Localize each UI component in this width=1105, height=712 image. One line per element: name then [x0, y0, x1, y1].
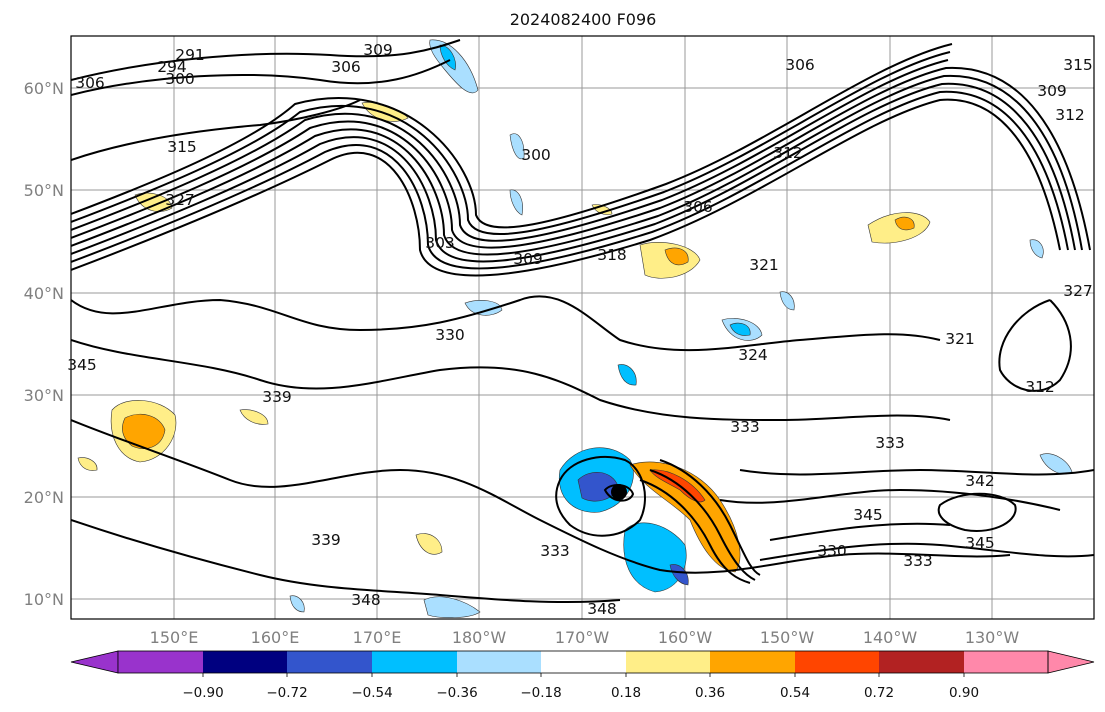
colorbar-arrow-left: [70, 650, 119, 674]
contour-label: 324: [738, 346, 768, 364]
contour-label: 348: [351, 591, 381, 609]
lon-label: 140°W: [863, 628, 918, 647]
contour-label: 312: [1025, 378, 1055, 396]
colorbar-tick-label: −0.90: [182, 685, 223, 701]
colorbar-tick-label: 0.36: [695, 685, 725, 701]
colorbar-tick-label: −0.72: [266, 685, 307, 701]
lon-label: 150°W: [760, 628, 815, 647]
lat-label: 40°N: [24, 284, 64, 303]
lat-label: 10°N: [24, 590, 64, 609]
map-title: 2024082400 F096: [510, 10, 657, 29]
contour-label: 309: [363, 41, 393, 59]
colorbar-segment: [541, 651, 626, 673]
contour-label: 339: [311, 531, 341, 549]
colorbar-tick-label: −0.36: [436, 685, 477, 701]
contour-label: 321: [945, 330, 975, 348]
contour-label: 303: [425, 234, 455, 252]
shaded-anomalies: [77, 39, 1073, 618]
contour-label: 306: [331, 58, 361, 76]
contour-label: 315: [1063, 56, 1093, 74]
lon-label: 180°W: [452, 628, 507, 647]
contour-label: 333: [730, 418, 760, 436]
contour-label: 333: [540, 542, 570, 560]
lon-label: 150°E: [150, 628, 199, 647]
colorbar-segment: [964, 651, 1048, 673]
contour-label: 318: [597, 246, 627, 264]
contour-label: 309: [513, 250, 543, 268]
contour-label: 330: [435, 326, 465, 344]
contour-label: 321: [749, 256, 779, 274]
colorbar-tick-label: 0.18: [611, 685, 641, 701]
contour-label: 327: [1063, 282, 1093, 300]
colorbar-arrow-right: [1047, 650, 1095, 674]
colorbar-tick-label: −0.54: [351, 685, 392, 701]
lon-label: 170°W: [555, 628, 610, 647]
map-border: [70, 35, 1095, 620]
colorbar-segment: [287, 651, 372, 673]
colorbar-segment: [203, 651, 287, 673]
contour-label: 333: [903, 552, 933, 570]
colorbar-tick-label: 0.72: [864, 685, 894, 701]
colorbar-segment: [710, 651, 795, 673]
contour-label: 345: [965, 534, 995, 552]
contour-label: 312: [773, 144, 803, 162]
contour-label: 294: [157, 58, 187, 76]
lon-label: 160°W: [658, 628, 713, 647]
contour-label: 315: [167, 138, 197, 156]
colorbar-segment: [626, 651, 710, 673]
contour-label: 300: [521, 146, 551, 164]
contour-label: 348: [587, 600, 617, 618]
colorbar-segment: [879, 651, 964, 673]
colorbar-segment: [795, 651, 879, 673]
contour-label: 339: [262, 388, 292, 406]
colorbar-segment: [118, 651, 203, 673]
lat-label: 60°N: [24, 79, 64, 98]
contour-label: 306: [683, 198, 713, 216]
storm-center: [611, 484, 627, 500]
contour-label: 330: [817, 542, 847, 560]
contour-labels: 291 294 300 309 306 306 315 327 303 309 …: [67, 41, 1093, 618]
longitude-labels: 150°E 160°E 170°E 180°W 170°W 160°W 150°…: [150, 628, 1020, 647]
lat-label: 50°N: [24, 181, 64, 200]
colorbar-segment: [457, 651, 541, 673]
lon-label: 130°W: [965, 628, 1020, 647]
lat-label: 20°N: [24, 488, 64, 507]
latitude-labels: 60°N 50°N 40°N 30°N 20°N 10°N: [24, 79, 64, 609]
contour-lines: [71, 39, 1094, 604]
contour-label: 306: [75, 74, 105, 92]
lon-label: 160°E: [251, 628, 300, 647]
contour-label: 291: [175, 46, 205, 64]
colorbar-border: [117, 650, 1049, 674]
contour-label: 327: [165, 191, 195, 209]
contour-label: 345: [67, 356, 97, 374]
contour-label: 300: [165, 70, 195, 88]
contour-label: 306: [785, 56, 815, 74]
contour-label: 312: [1055, 106, 1085, 124]
colorbar-tick-label: −0.18: [520, 685, 561, 701]
contour-label: 345: [853, 506, 883, 524]
colorbar-segment: [372, 651, 457, 673]
contour-label: 309: [1037, 82, 1067, 100]
lat-label: 30°N: [24, 386, 64, 405]
colorbar: −0.90 −0.72 −0.54 −0.36 −0.18 0.18 0.36 …: [70, 650, 1095, 701]
contour-label: 342: [965, 472, 995, 490]
colorbar-tick-label: 0.54: [780, 685, 810, 701]
contour-label: 333: [875, 434, 905, 452]
colorbar-tick-label: 0.90: [949, 685, 979, 701]
lon-label: 170°E: [353, 628, 402, 647]
